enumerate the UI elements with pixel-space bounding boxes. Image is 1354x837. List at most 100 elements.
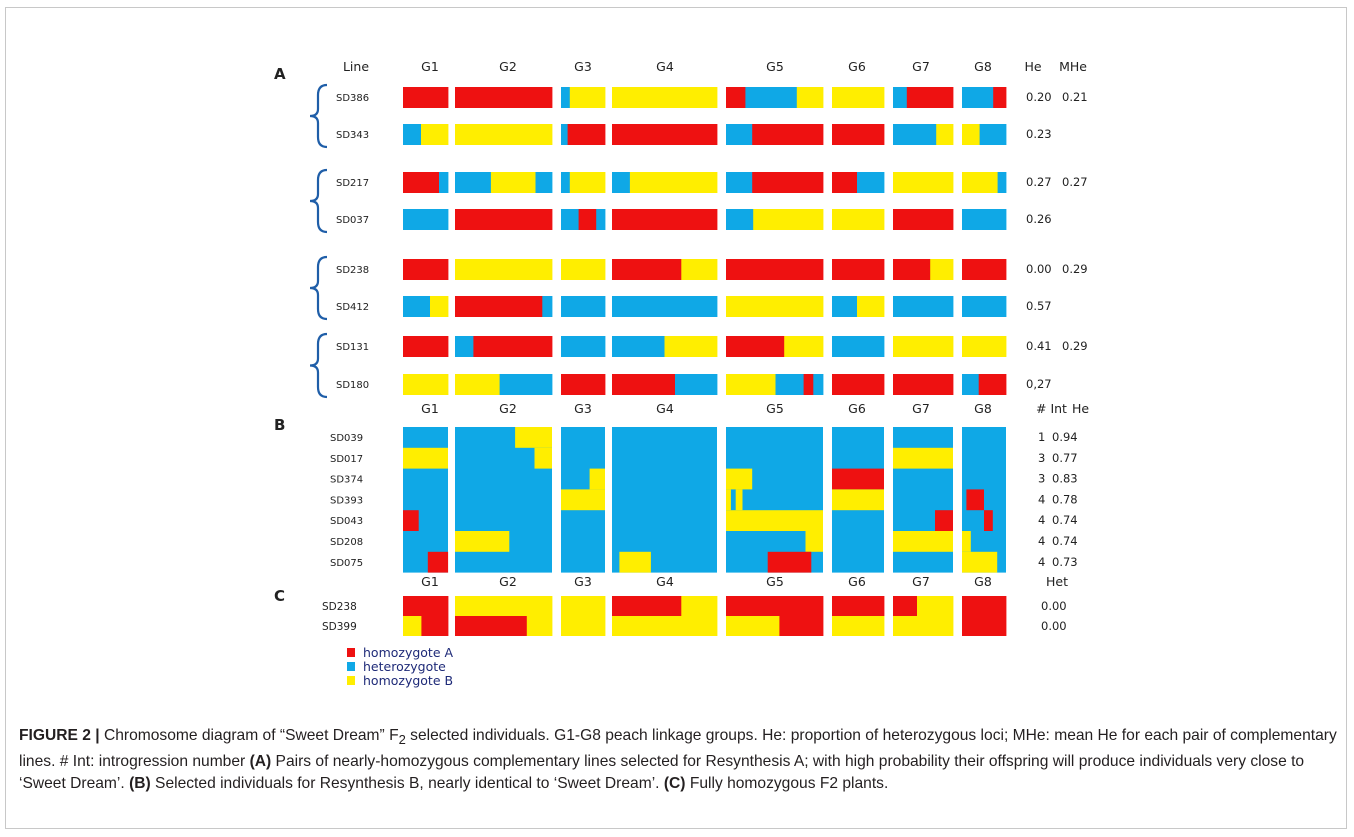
introgression-b (515, 427, 552, 448)
he-header: He (1072, 401, 1089, 416)
segment-a (726, 259, 824, 280)
segment-b (681, 596, 718, 616)
he-value: 0.23 (1026, 127, 1052, 141)
segment-a (832, 596, 885, 616)
segment-a (893, 596, 918, 616)
line-label-sd217: SD217 (336, 178, 369, 189)
segment-h (561, 336, 606, 357)
int-value: 4 (1038, 534, 1045, 548)
segment-a (578, 209, 597, 230)
line-label-sd043: SD043 (330, 516, 363, 527)
segment-b (936, 124, 954, 145)
segment-h (612, 296, 718, 317)
int-value: 3 (1038, 451, 1045, 465)
segment-a (906, 87, 954, 108)
segment-h (561, 209, 579, 230)
segment-h (893, 124, 937, 145)
introgression-b (832, 489, 884, 511)
segment-a (403, 336, 449, 357)
segment-h (775, 374, 804, 395)
introgression-a (832, 468, 884, 490)
segment-b (962, 336, 1007, 357)
segment-b (832, 616, 885, 636)
segment-b (403, 616, 422, 636)
line-label-sd343: SD343 (336, 130, 369, 141)
introgression-a (767, 551, 812, 573)
segment-a (832, 124, 885, 145)
line-label-sd238: SD238 (336, 265, 369, 276)
segment-a (978, 374, 1007, 395)
segment-b (421, 124, 449, 145)
segment-a (893, 209, 954, 230)
segment-h (997, 172, 1007, 193)
segment-b (629, 172, 718, 193)
segment-b (526, 616, 553, 636)
segment-b (893, 336, 954, 357)
chromosome-diagram: A Line G1 G2 G3 G4 G5 G6 G7 G8 He MHe SD386 0.20 0.21 S… (274, 59, 1089, 688)
int-header: # Int (1036, 401, 1067, 416)
segment-b (893, 616, 918, 636)
panel-a: A Line G1 G2 G3 G4 G5 G6 G7 G8 He MHe SD386 0.20 0.21 S… (274, 59, 1088, 399)
segment-b (455, 374, 500, 395)
segment-a (726, 87, 746, 108)
group-header-g4: G4 (656, 401, 674, 416)
line-label-sd131: SD131 (336, 342, 369, 353)
segment-b (726, 616, 780, 636)
caption-subscript: 2 (398, 732, 406, 748)
introgression-b (893, 447, 953, 469)
group-header-g2: G2 (499, 59, 517, 74)
pair-bracket (309, 255, 328, 321)
caption-b-label: (B) (129, 775, 151, 793)
caption-a-label: (A) (249, 753, 272, 771)
he-value: 0.57 (1026, 299, 1052, 313)
introgression-b (726, 468, 753, 490)
segment-a (962, 596, 1007, 636)
segment-a (455, 616, 528, 636)
group-header-g4: G4 (656, 59, 674, 74)
he-value: 0.94 (1052, 430, 1078, 444)
segment-a (612, 124, 718, 145)
segment-b (561, 596, 606, 636)
segment-a (893, 259, 931, 280)
segment-h (962, 374, 980, 395)
group-header-g5: G5 (766, 401, 784, 416)
segment-a (752, 172, 824, 193)
segment-h (979, 124, 1007, 145)
segment-b (726, 296, 824, 317)
segment-a (612, 209, 718, 230)
mhe-value: 0.29 (1062, 262, 1088, 276)
segment-b (455, 124, 553, 145)
introgression-b (534, 447, 552, 469)
introgression-b (962, 531, 971, 552)
group-header-g6: G6 (848, 59, 866, 74)
line-label-sd180: SD180 (336, 380, 369, 391)
segment-a (567, 124, 606, 145)
segment-h (596, 209, 606, 230)
introgression-b (403, 447, 448, 469)
segment-h (857, 172, 885, 193)
segment-h (726, 124, 753, 145)
segment-h (612, 336, 665, 357)
segment-h (499, 374, 553, 395)
segment-a (455, 209, 553, 230)
caption-title: FIGURE 2 | (19, 727, 100, 744)
group-header-g7: G7 (912, 574, 930, 589)
segment-b (930, 259, 954, 280)
segment-b (569, 87, 606, 108)
legend-swatch-b (347, 676, 355, 685)
segment-a (726, 336, 785, 357)
caption-a-text: Pairs of nearly-homozygous complementary… (19, 753, 1305, 793)
he-value: 0.20 (1026, 90, 1052, 104)
group-header-g6: G6 (848, 401, 866, 416)
segment-a (962, 259, 1007, 280)
segment-a (993, 87, 1007, 108)
introgression-b (455, 531, 510, 552)
introgression-b (561, 489, 605, 511)
group-header-g2: G2 (499, 574, 517, 589)
line-label-sd208: SD208 (330, 537, 363, 548)
het-value: 0.00 (1041, 599, 1067, 613)
introgression-a (427, 551, 449, 573)
segment-b (784, 336, 824, 357)
mhe-header: MHe (1059, 59, 1087, 74)
segment-a (403, 596, 422, 616)
